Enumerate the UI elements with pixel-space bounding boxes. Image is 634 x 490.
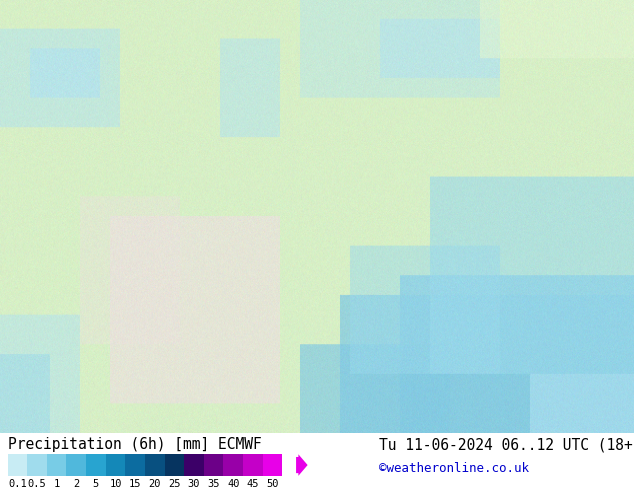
Text: Precipitation (6h) [mm] ECMWF: Precipitation (6h) [mm] ECMWF <box>8 437 261 452</box>
FancyArrow shape <box>296 454 307 476</box>
Text: 0.1: 0.1 <box>8 479 27 489</box>
Bar <box>106 454 126 476</box>
Bar <box>223 454 243 476</box>
Text: 2: 2 <box>73 479 79 489</box>
Bar <box>67 454 86 476</box>
Text: 15: 15 <box>129 479 141 489</box>
Text: 0.5: 0.5 <box>28 479 46 489</box>
Bar <box>262 454 282 476</box>
Bar <box>184 454 204 476</box>
Bar <box>243 454 262 476</box>
Text: 1: 1 <box>53 479 60 489</box>
Text: Tu 11-06-2024 06..12 UTC (18+138): Tu 11-06-2024 06..12 UTC (18+138) <box>379 437 634 452</box>
Text: 35: 35 <box>207 479 220 489</box>
Text: 50: 50 <box>266 479 279 489</box>
Bar <box>47 454 67 476</box>
Bar <box>145 454 165 476</box>
Text: 5: 5 <box>93 479 99 489</box>
Bar <box>27 454 47 476</box>
Text: 20: 20 <box>148 479 161 489</box>
Bar <box>8 454 27 476</box>
Text: 25: 25 <box>168 479 181 489</box>
Bar <box>86 454 106 476</box>
Bar <box>204 454 223 476</box>
Text: 40: 40 <box>227 479 240 489</box>
Text: 45: 45 <box>247 479 259 489</box>
Text: 10: 10 <box>109 479 122 489</box>
Text: ©weatheronline.co.uk: ©weatheronline.co.uk <box>379 462 529 475</box>
Bar <box>126 454 145 476</box>
Text: 30: 30 <box>188 479 200 489</box>
Bar <box>165 454 184 476</box>
